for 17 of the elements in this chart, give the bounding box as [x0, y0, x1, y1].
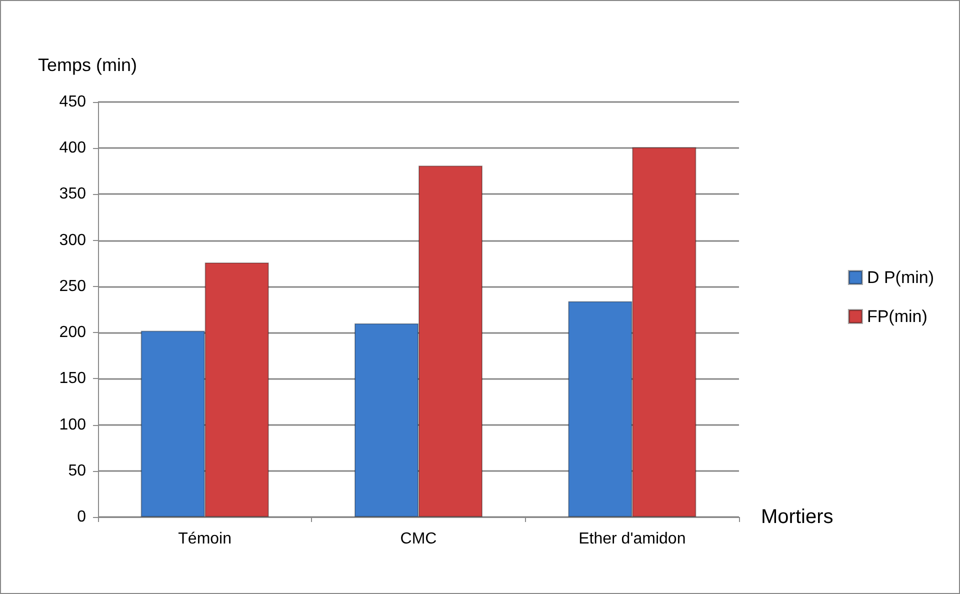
y-tick-label: 50	[68, 462, 86, 480]
y-tick-label: 450	[59, 94, 86, 110]
x-tick-label: Témoin	[178, 530, 232, 548]
y-tick-label: 100	[59, 416, 86, 434]
y-tick-label: 150	[59, 370, 86, 388]
y-tick-label: 200	[59, 324, 86, 342]
x-axis-title: Mortiers	[761, 506, 834, 528]
y-tick-label: 400	[59, 140, 86, 157]
y-tick-label: 250	[59, 278, 86, 295]
x-tick-label: Ether d'amidon	[578, 530, 686, 548]
y-tick-label: 0	[77, 508, 86, 526]
y-axis-title: Temps (min)	[38, 55, 138, 75]
y-tick-label: 350	[59, 186, 86, 203]
x-tick-label: CMC	[400, 530, 437, 548]
y-tick-label: 300	[59, 232, 86, 249]
legend-label: FP(min)	[866, 307, 928, 326]
legend-label: D P(min)	[866, 268, 934, 287]
